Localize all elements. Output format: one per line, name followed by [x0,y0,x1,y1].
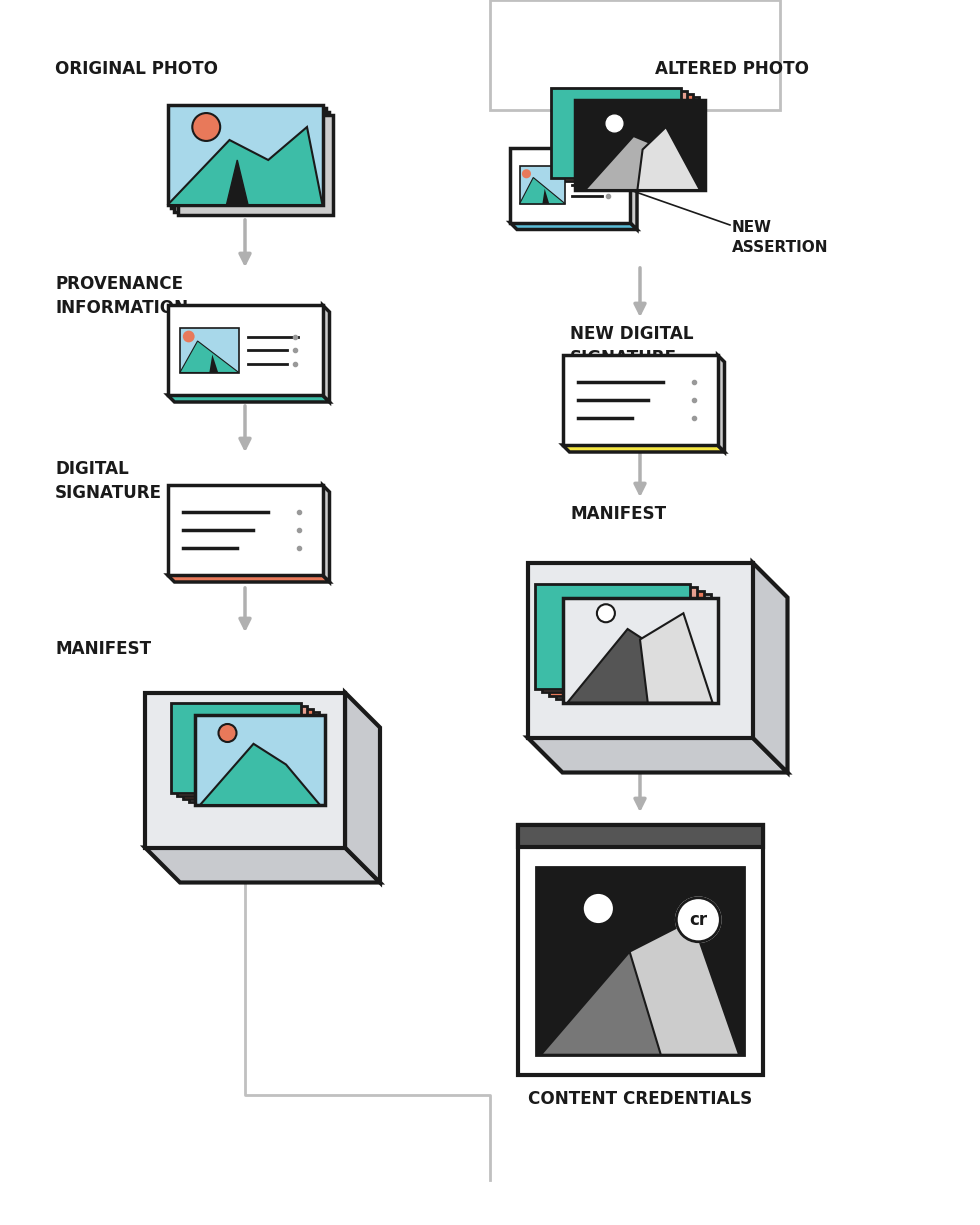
Circle shape [219,724,236,742]
FancyBboxPatch shape [563,94,693,184]
Circle shape [676,898,720,942]
FancyBboxPatch shape [575,100,705,190]
FancyBboxPatch shape [563,355,717,445]
Text: NEW
ASSERTION: NEW ASSERTION [732,220,828,255]
FancyBboxPatch shape [549,590,704,696]
FancyBboxPatch shape [180,327,239,372]
FancyBboxPatch shape [563,598,717,702]
Polygon shape [542,189,549,203]
FancyBboxPatch shape [177,706,307,796]
Text: PROVENANCE
INFORMATION: PROVENANCE INFORMATION [55,274,188,316]
Polygon shape [585,136,700,190]
FancyBboxPatch shape [168,485,322,575]
Text: CONTENT CREDENTIALS: CONTENT CREDENTIALS [528,1090,752,1107]
FancyBboxPatch shape [183,709,313,799]
FancyBboxPatch shape [542,587,697,692]
Polygon shape [753,562,788,773]
Circle shape [522,169,531,179]
Circle shape [584,894,612,924]
Polygon shape [640,614,712,702]
FancyBboxPatch shape [168,305,322,394]
FancyBboxPatch shape [551,88,681,178]
Polygon shape [527,737,788,773]
Polygon shape [168,394,329,402]
FancyBboxPatch shape [145,692,345,848]
FancyBboxPatch shape [195,715,325,805]
Polygon shape [629,920,739,1055]
FancyBboxPatch shape [171,108,325,208]
Polygon shape [210,354,219,372]
Text: ORIGINAL PHOTO: ORIGINAL PHOTO [55,60,218,78]
Polygon shape [145,848,380,882]
FancyBboxPatch shape [556,594,710,699]
FancyBboxPatch shape [519,167,565,203]
Polygon shape [168,575,329,582]
Polygon shape [510,223,637,229]
Polygon shape [567,628,712,702]
Polygon shape [168,127,322,205]
FancyBboxPatch shape [177,115,332,216]
Polygon shape [226,160,248,205]
Polygon shape [563,445,724,452]
FancyBboxPatch shape [189,712,319,802]
Circle shape [597,604,614,622]
FancyBboxPatch shape [536,867,744,1055]
FancyBboxPatch shape [563,598,717,702]
Text: cr: cr [689,910,708,929]
Polygon shape [200,744,320,805]
FancyBboxPatch shape [168,105,322,205]
Polygon shape [717,355,724,452]
FancyBboxPatch shape [557,91,687,181]
FancyBboxPatch shape [534,583,690,688]
FancyBboxPatch shape [510,147,630,223]
Polygon shape [519,178,565,203]
Polygon shape [322,485,329,582]
Text: MANIFEST: MANIFEST [570,505,666,523]
Text: NEW DIGITAL
SIGNATURE: NEW DIGITAL SIGNATURE [570,325,694,366]
Polygon shape [637,127,700,190]
Text: DIGITAL
SIGNATURE: DIGITAL SIGNATURE [55,461,162,501]
FancyBboxPatch shape [171,703,301,793]
FancyBboxPatch shape [517,824,762,846]
Circle shape [192,113,220,141]
FancyBboxPatch shape [575,100,705,190]
Polygon shape [322,305,329,402]
Circle shape [183,331,195,343]
Polygon shape [180,341,239,372]
FancyBboxPatch shape [517,824,762,1076]
FancyBboxPatch shape [195,715,325,805]
FancyBboxPatch shape [569,97,699,187]
Polygon shape [345,692,380,882]
Polygon shape [630,147,637,229]
Text: ALTERED PHOTO: ALTERED PHOTO [655,60,809,78]
Text: MANIFEST: MANIFEST [55,639,151,658]
FancyBboxPatch shape [174,111,329,212]
Polygon shape [541,952,739,1055]
FancyBboxPatch shape [527,562,753,737]
